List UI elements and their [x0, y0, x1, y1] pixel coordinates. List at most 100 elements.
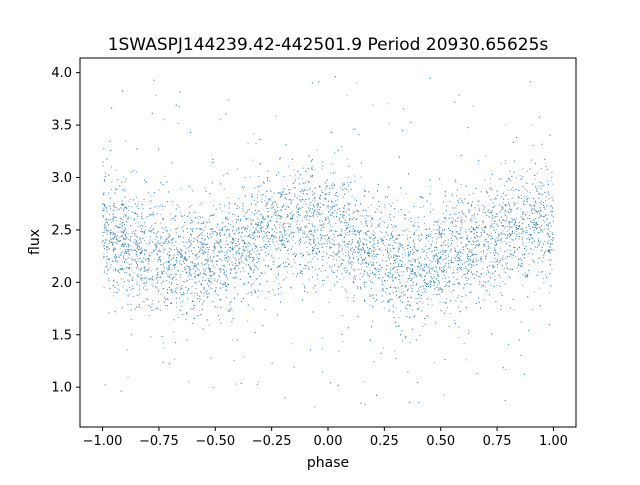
data-point [409, 285, 411, 287]
data-point [526, 249, 527, 251]
data-point [114, 235, 116, 237]
data-point [409, 261, 411, 262]
data-point [328, 265, 330, 267]
data-point [104, 270, 106, 272]
data-point [328, 210, 330, 212]
data-point [175, 228, 177, 230]
data-point [538, 287, 540, 289]
data-point [118, 289, 120, 291]
data-point [254, 187, 256, 189]
data-point [249, 243, 251, 245]
data-point [173, 249, 175, 251]
data-point [423, 281, 425, 283]
data-point [276, 218, 278, 220]
data-point [187, 185, 189, 187]
data-point [439, 268, 441, 270]
data-point [393, 266, 395, 268]
data-point [409, 401, 411, 403]
data-point [420, 263, 422, 265]
data-point [486, 253, 488, 255]
data-point [405, 335, 407, 337]
data-point [488, 212, 490, 214]
data-point [155, 94, 157, 96]
data-point [170, 229, 172, 231]
data-point [335, 193, 337, 195]
data-point [216, 242, 218, 244]
data-point [243, 243, 245, 245]
data-point [392, 202, 394, 204]
data-point [309, 238, 311, 240]
data-point [295, 275, 297, 277]
data-point [264, 219, 266, 221]
data-point [293, 187, 295, 189]
data-point [171, 269, 173, 271]
data-point [495, 261, 497, 263]
data-point [545, 205, 547, 207]
data-point [268, 238, 270, 240]
data-point [125, 213, 127, 215]
data-point [461, 276, 463, 278]
data-point [401, 284, 403, 286]
data-point [430, 185, 432, 187]
data-point [457, 283, 459, 285]
data-point [387, 224, 389, 226]
data-point [170, 213, 172, 215]
data-point [163, 228, 165, 230]
data-point [375, 249, 377, 251]
data-point [380, 301, 382, 303]
data-point [449, 267, 451, 269]
data-point [144, 285, 146, 287]
data-point [461, 224, 463, 226]
data-point [516, 267, 518, 269]
data-point [483, 299, 485, 301]
data-point [160, 182, 162, 184]
data-point [361, 259, 363, 261]
data-point [395, 238, 397, 240]
data-point [389, 293, 391, 295]
data-point [381, 232, 383, 234]
data-point [351, 260, 353, 262]
data-point [146, 298, 148, 300]
data-point [280, 264, 282, 266]
data-point [247, 255, 249, 257]
data-point [157, 240, 159, 242]
data-point [432, 209, 434, 211]
data-point [120, 278, 122, 280]
data-point [213, 386, 215, 388]
data-point [308, 238, 310, 240]
data-point [377, 241, 379, 243]
data-point [443, 394, 445, 396]
data-point [259, 250, 261, 252]
data-point [310, 233, 312, 235]
data-point [354, 175, 356, 177]
data-point [489, 247, 491, 249]
data-point [427, 283, 429, 285]
data-point [393, 286, 395, 288]
data-point [133, 295, 135, 297]
data-point [199, 204, 201, 206]
data-point [351, 264, 353, 266]
data-point [103, 246, 105, 248]
data-point [513, 309, 515, 311]
data-point [338, 252, 340, 254]
data-point [162, 263, 164, 265]
data-point [520, 228, 522, 230]
data-point [174, 265, 176, 267]
data-point [263, 245, 265, 247]
data-point [313, 243, 315, 245]
data-point [317, 229, 319, 231]
data-point [267, 216, 269, 218]
data-point [282, 223, 284, 225]
data-point [493, 286, 495, 287]
data-point [168, 281, 170, 283]
data-point [328, 218, 330, 220]
data-point [439, 287, 441, 289]
data-point [476, 373, 478, 375]
data-point [366, 244, 368, 246]
data-point [241, 239, 243, 241]
data-point [380, 269, 382, 271]
data-point [448, 260, 450, 262]
data-point [283, 240, 285, 242]
data-point [487, 235, 489, 237]
data-point [168, 261, 170, 263]
